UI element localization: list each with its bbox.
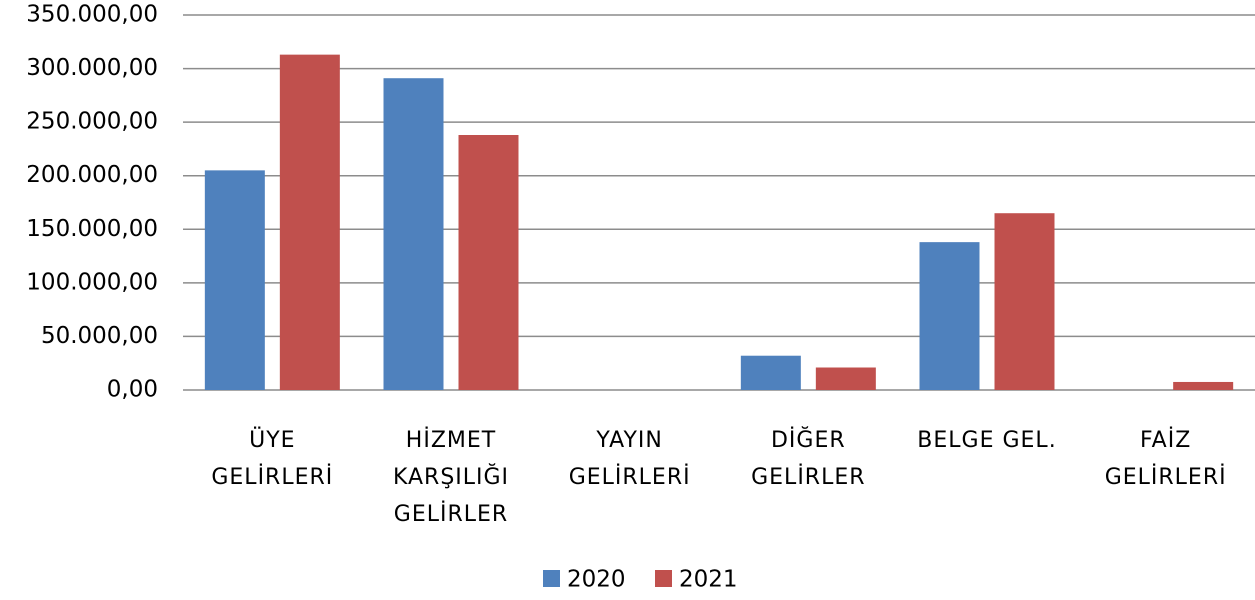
bar	[458, 135, 519, 390]
bar	[383, 78, 444, 390]
x-tick-label: HİZMET KARŞILIĞI GELİRLER	[392, 428, 510, 527]
y-tick-label: 100.000,00	[26, 269, 158, 295]
bar	[919, 242, 980, 390]
x-tick-label: DİĞER GELİRLER	[751, 428, 866, 490]
bar	[815, 367, 876, 390]
y-tick-label: 300.000,00	[26, 55, 158, 81]
y-tick-label: 150.000,00	[26, 216, 158, 242]
legend-swatch	[655, 570, 672, 587]
legend-label: 2021	[679, 567, 738, 593]
bar	[279, 54, 340, 391]
bar	[204, 170, 265, 390]
x-tick-label: YAYIN GELİRLERİ	[568, 428, 691, 490]
legend-swatch	[543, 570, 560, 587]
x-tick-label: BELGE GEL.	[917, 428, 1057, 453]
y-tick-label: 250.000,00	[26, 109, 158, 135]
legend-label: 2020	[567, 567, 626, 593]
y-tick-label: 0,00	[107, 377, 158, 403]
y-tick-label: 50.000,00	[41, 323, 158, 349]
bar	[740, 355, 801, 390]
x-tick-label: FAİZ GELİRLERİ	[1104, 428, 1227, 490]
y-tick-label: 350.000,00	[26, 2, 158, 28]
y-tick-label: 200.000,00	[26, 162, 158, 188]
bar	[994, 213, 1055, 390]
bar	[1173, 381, 1234, 390]
x-tick-label: ÜYE GELİRLERİ	[211, 428, 334, 490]
